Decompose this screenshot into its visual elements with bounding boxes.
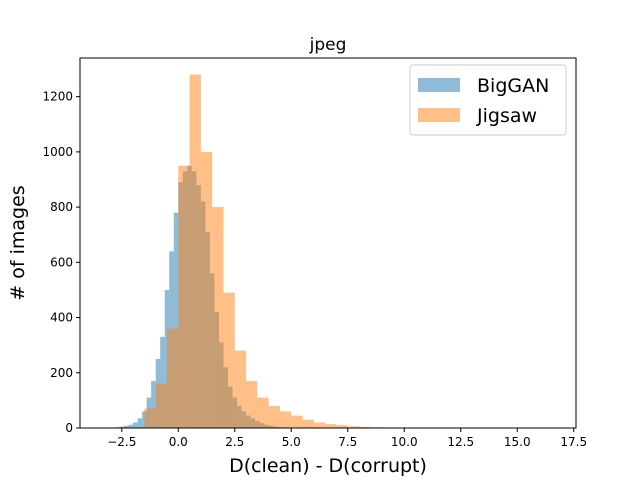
jigsaw-bar: [268, 405, 280, 428]
legend-swatch-jigsaw: [418, 108, 460, 122]
jigsaw-bar: [167, 328, 179, 428]
x-tick-label: 17.5: [560, 435, 587, 449]
legend-label-jigsaw: Jigsaw: [476, 105, 537, 127]
biggan-bar: [119, 426, 125, 428]
y-tick-label: 600: [50, 255, 73, 269]
biggan-bar: [124, 425, 129, 428]
jigsaw-bar: [212, 207, 224, 428]
biggan-bar: [133, 422, 138, 428]
jigsaw-bar: [257, 397, 269, 428]
chart-title: jpeg: [309, 35, 347, 55]
y-tick-label: 1000: [42, 145, 73, 159]
x-axis-ticks: −2.5 0.0 2.5 5.0 7.5 10.0 12.5 15.0 17.5: [107, 428, 587, 449]
legend-swatch-biggan: [418, 78, 460, 92]
y-tick-label: 400: [50, 311, 73, 325]
y-tick-label: 0: [65, 421, 73, 435]
jigsaw-bar: [279, 411, 292, 428]
x-axis-label: D(clean) - D(corrupt): [229, 455, 427, 477]
jigsaw-bar: [313, 422, 326, 428]
legend: BigGAN Jigsaw: [409, 64, 567, 136]
x-tick-label: 7.5: [338, 435, 357, 449]
jigsaw-bar: [246, 381, 258, 428]
jigsaw-bar: [291, 415, 303, 428]
jigsaw-bars: [144, 74, 473, 428]
y-tick-label: 200: [50, 366, 73, 380]
jigsaw-bar: [325, 424, 337, 428]
biggan-bar: [151, 381, 156, 428]
legend-label-biggan: BigGAN: [477, 75, 549, 97]
x-tick-label: 0.0: [169, 435, 188, 449]
y-axis-ticks: 0 200 400 600 800 1000 1200: [42, 90, 80, 435]
jigsaw-bar: [359, 426, 371, 428]
jigsaw-bar: [347, 426, 360, 428]
jigsaw-bar: [223, 292, 235, 428]
jigsaw-bar: [234, 350, 247, 428]
biggan-bar: [128, 424, 134, 428]
y-tick-label: 1200: [42, 90, 73, 104]
y-tick-label: 800: [50, 200, 73, 214]
plot-frame: [79, 57, 577, 429]
jigsaw-bar: [200, 151, 213, 428]
biggan-bar: [137, 418, 143, 428]
jigsaw-bar: [155, 383, 167, 428]
y-axis-label: # of images: [7, 185, 29, 300]
x-tick-label: 10.0: [391, 435, 418, 449]
jigsaw-bar: [178, 165, 190, 428]
x-tick-label: 15.0: [504, 435, 531, 449]
jigsaw-bar: [144, 408, 156, 428]
x-tick-label: 12.5: [447, 435, 474, 449]
x-tick-label: −2.5: [107, 435, 136, 449]
jigsaw-bar: [302, 419, 314, 428]
jigsaw-bar: [336, 425, 348, 428]
biggan-bar: [160, 336, 165, 428]
biggan-bar: [173, 212, 179, 428]
x-tick-label: 5.0: [282, 435, 301, 449]
jigsaw-bar: [189, 74, 201, 428]
x-tick-label: 2.5: [225, 435, 244, 449]
